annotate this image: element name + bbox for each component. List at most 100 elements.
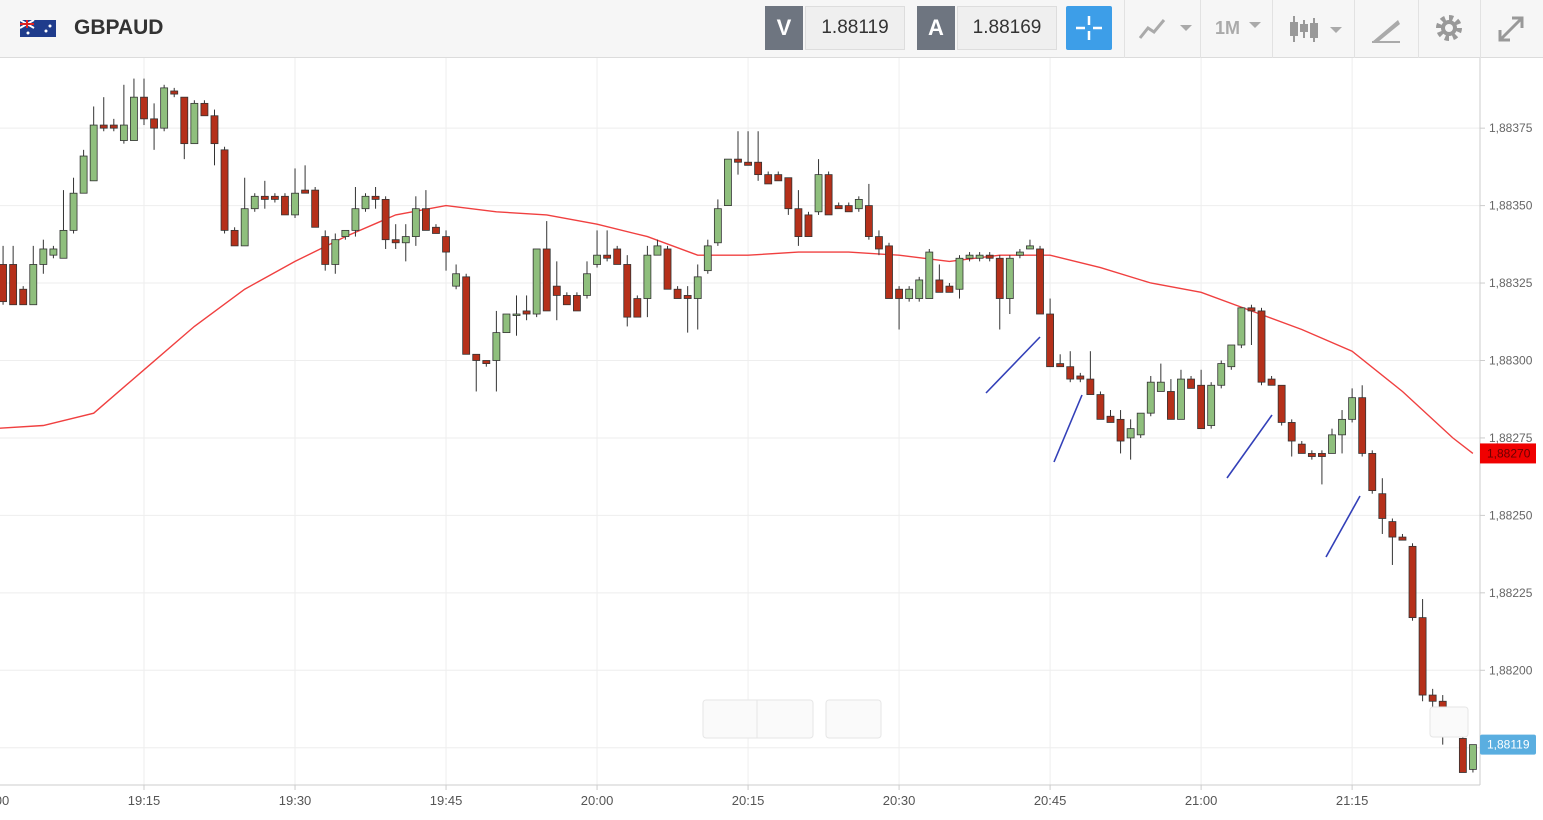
candle-body xyxy=(341,229,350,237)
toolbar: GBPAUD V 1.88119 A 1.88169 1M xyxy=(0,0,1543,58)
average-tag: 1,88270 xyxy=(1487,446,1531,460)
candle-body xyxy=(1086,378,1095,395)
candle-body xyxy=(522,310,531,315)
y-tick-label: 1,88325 xyxy=(1489,276,1533,290)
draw-button[interactable] xyxy=(1370,16,1402,44)
candle-body xyxy=(411,208,420,237)
x-tick-label: 20:45 xyxy=(1034,793,1067,808)
reset-button[interactable] xyxy=(825,699,882,739)
candle-body xyxy=(99,124,108,129)
candle-body xyxy=(663,248,672,290)
candle-body xyxy=(1358,397,1367,454)
candle-body xyxy=(542,248,551,312)
candle-body xyxy=(925,251,934,299)
candle-body xyxy=(915,279,924,299)
candle-body xyxy=(1146,381,1155,414)
candle-body xyxy=(1056,363,1065,368)
candle-body xyxy=(794,208,803,237)
candle-body xyxy=(160,87,169,129)
settings-button[interactable] xyxy=(1434,13,1464,43)
candle-body xyxy=(965,254,974,259)
candle-button[interactable] xyxy=(1288,14,1344,44)
timeframe[interactable]: 1M xyxy=(1215,18,1241,38)
candle-body xyxy=(1026,245,1034,250)
chart-type-button[interactable] xyxy=(1138,16,1194,42)
candle-body xyxy=(633,298,642,318)
trend-line[interactable] xyxy=(1053,394,1083,463)
candle-body xyxy=(1066,366,1075,380)
separator xyxy=(1124,0,1125,58)
x-tick-label: 19:15 xyxy=(128,793,161,808)
scroll-button[interactable] xyxy=(1429,706,1469,738)
candle-body xyxy=(804,214,813,237)
candle-body xyxy=(1338,418,1346,436)
candle-body xyxy=(1197,384,1206,430)
candle-body xyxy=(1096,394,1105,420)
candle-body xyxy=(0,264,7,303)
candle-body xyxy=(895,288,903,299)
average-tag-box xyxy=(1480,443,1536,464)
x-tick-label: 20:30 xyxy=(883,793,916,808)
candle-body xyxy=(1328,434,1336,454)
candle-body xyxy=(814,174,823,213)
candle-body xyxy=(321,236,330,265)
candle-body xyxy=(89,124,98,182)
candle-body xyxy=(693,276,702,299)
candle-body xyxy=(512,313,521,316)
x-tick-label: 19:45 xyxy=(430,793,463,808)
x-tick-label: 21:15 xyxy=(1336,793,1369,808)
candle-body xyxy=(1267,378,1276,386)
candle-body xyxy=(301,189,309,194)
zoom-button[interactable] xyxy=(702,699,814,739)
candle-body xyxy=(844,205,853,213)
candle-body xyxy=(49,248,58,256)
candle-body xyxy=(1156,381,1165,392)
candle-body xyxy=(603,254,612,259)
candle-body xyxy=(361,195,370,210)
candle-body xyxy=(1036,248,1044,315)
expand-button[interactable] xyxy=(1496,14,1526,44)
overlay-buttons xyxy=(702,699,1469,739)
price-tag: 1,88119 xyxy=(1487,738,1530,752)
ask-price[interactable]: 1.88169 xyxy=(957,6,1057,50)
candle-body xyxy=(119,124,128,141)
candle-body xyxy=(613,248,622,265)
candle-body xyxy=(291,192,299,216)
candle-body xyxy=(1177,378,1185,420)
candle-body xyxy=(764,174,773,185)
crosshair-button[interactable] xyxy=(1066,6,1112,50)
candle-body xyxy=(985,254,994,259)
y-tick-label: 1,88225 xyxy=(1489,586,1533,600)
ask-key[interactable]: A xyxy=(917,6,955,50)
candle-body xyxy=(130,96,138,141)
candle-body xyxy=(1116,418,1125,442)
candle-body xyxy=(754,161,763,176)
y-tick-label: 1,88200 xyxy=(1489,663,1533,677)
trend-line[interactable] xyxy=(1226,414,1273,479)
flag-icon xyxy=(20,20,56,37)
candle-body xyxy=(935,279,944,293)
candle-body xyxy=(1015,251,1024,256)
candle-body xyxy=(1287,422,1296,442)
candle-body xyxy=(1257,310,1266,383)
candle-body xyxy=(311,189,320,228)
separator xyxy=(1200,0,1201,58)
separator xyxy=(1272,0,1273,58)
x-tick-label: 20:00 xyxy=(581,793,614,808)
bid-price[interactable]: 1.88119 xyxy=(805,6,905,50)
candle-body xyxy=(583,273,591,296)
candle-body xyxy=(854,199,863,210)
trend-line[interactable] xyxy=(985,336,1041,394)
candle-body xyxy=(351,208,360,231)
candle-body xyxy=(975,254,984,259)
candle-body xyxy=(1408,545,1417,619)
candle-body xyxy=(875,236,883,250)
candle-body xyxy=(482,360,491,364)
candle-body xyxy=(552,285,561,296)
bid-key[interactable]: V xyxy=(765,6,803,50)
trend-line[interactable] xyxy=(1325,495,1361,558)
candle-body xyxy=(1318,453,1326,457)
candle-body xyxy=(1348,397,1357,420)
